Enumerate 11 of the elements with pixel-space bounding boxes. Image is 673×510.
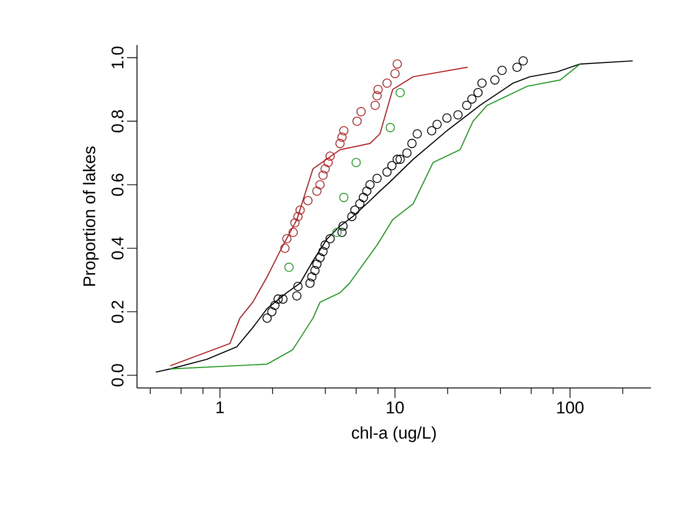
x-tick-label: 10	[386, 402, 404, 414]
x-tick-label: 100	[557, 402, 584, 414]
x-tick-label: 1	[216, 402, 224, 414]
y-tick-label: 1.0	[112, 46, 124, 68]
x-axis-title: chl-a (ug/L)	[352, 426, 436, 442]
y-tick-label: 0.0	[112, 364, 124, 386]
y-tick-label: 0.8	[112, 110, 124, 132]
y-tick-label: 0.6	[112, 174, 124, 196]
y-tick-label: 0.2	[112, 300, 124, 323]
y-tick-label: 0.4	[112, 236, 124, 260]
y-axis-title: Proportion of lakes	[82, 146, 99, 286]
